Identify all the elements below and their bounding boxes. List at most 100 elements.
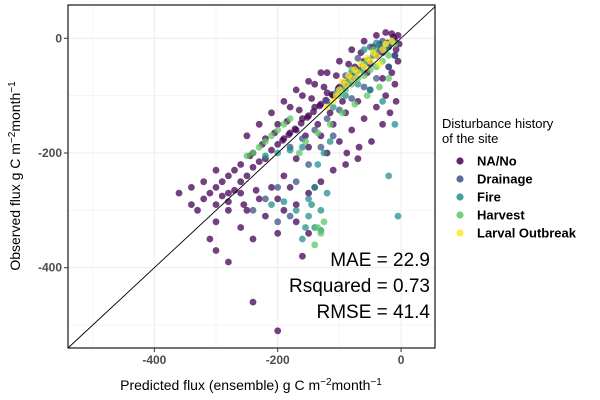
data-point bbox=[329, 166, 337, 174]
data-point bbox=[249, 149, 257, 157]
mae-annotation: MAE = 22.9 bbox=[330, 250, 430, 271]
data-point bbox=[291, 125, 299, 133]
data-point bbox=[212, 247, 220, 254]
data-point bbox=[379, 46, 386, 54]
data-point bbox=[351, 100, 359, 108]
data-point bbox=[292, 178, 300, 186]
data-point bbox=[308, 201, 315, 209]
data-point bbox=[379, 98, 386, 105]
data-point bbox=[369, 49, 377, 56]
data-point bbox=[212, 184, 220, 191]
data-point bbox=[188, 201, 195, 209]
data-point bbox=[305, 195, 312, 203]
data-point bbox=[376, 83, 383, 91]
data-point bbox=[285, 131, 293, 139]
data-point bbox=[345, 72, 352, 79]
data-point bbox=[286, 103, 294, 111]
data-point bbox=[385, 52, 393, 59]
data-point bbox=[336, 86, 343, 94]
data-point bbox=[297, 119, 305, 127]
data-point bbox=[317, 143, 325, 151]
data-point bbox=[305, 161, 312, 168]
data-point bbox=[194, 206, 201, 214]
data-point bbox=[345, 60, 352, 68]
data-point bbox=[314, 224, 322, 231]
data-point bbox=[274, 195, 282, 203]
data-point bbox=[382, 29, 390, 36]
data-point bbox=[311, 184, 319, 191]
data-point bbox=[305, 143, 312, 151]
x-tick-label: -400 bbox=[142, 353, 166, 367]
data-point bbox=[373, 75, 380, 82]
data-point bbox=[225, 189, 232, 197]
data-point bbox=[212, 218, 220, 226]
data-point bbox=[268, 201, 275, 209]
data-point bbox=[336, 57, 343, 65]
y-axis-title-sup1: −2 bbox=[7, 131, 18, 143]
data-point bbox=[302, 138, 309, 145]
data-point bbox=[385, 172, 393, 180]
data-point bbox=[311, 241, 319, 249]
data-point bbox=[391, 52, 399, 59]
data-point bbox=[314, 120, 322, 128]
data-point bbox=[339, 77, 346, 85]
data-point bbox=[286, 146, 294, 154]
data-point bbox=[379, 120, 386, 128]
x-axis-title-mid: month bbox=[332, 377, 371, 393]
data-point bbox=[320, 83, 328, 91]
data-point bbox=[386, 109, 394, 117]
data-point bbox=[279, 137, 286, 144]
data-point bbox=[354, 80, 362, 88]
data-point bbox=[360, 37, 368, 45]
data-point bbox=[292, 86, 300, 94]
data-point bbox=[262, 152, 269, 160]
data-point bbox=[292, 206, 300, 214]
data-point bbox=[237, 178, 245, 186]
data-point bbox=[295, 106, 303, 114]
data-point bbox=[274, 218, 282, 226]
data-point bbox=[292, 201, 300, 209]
data-point bbox=[255, 120, 263, 128]
data-point bbox=[243, 206, 251, 214]
data-point bbox=[382, 40, 390, 48]
y-tick-label: 0 bbox=[55, 31, 62, 45]
data-point bbox=[326, 109, 334, 117]
legend-label: Fire bbox=[477, 190, 501, 205]
data-point bbox=[237, 224, 245, 231]
data-point bbox=[237, 189, 245, 197]
data-point bbox=[348, 126, 356, 134]
reference-line-layer bbox=[67, 6, 436, 349]
data-point bbox=[268, 146, 275, 154]
data-point bbox=[237, 161, 245, 168]
data-point bbox=[274, 327, 282, 335]
data-point bbox=[354, 54, 362, 62]
data-point bbox=[249, 163, 257, 171]
data-point bbox=[274, 229, 282, 237]
data-point bbox=[305, 229, 312, 237]
legend-label: Larval Outbreak bbox=[477, 226, 577, 241]
data-point bbox=[360, 83, 368, 91]
data-point bbox=[320, 149, 328, 157]
data-point bbox=[243, 132, 251, 140]
data-point bbox=[249, 206, 257, 214]
data-point bbox=[360, 46, 368, 54]
data-point bbox=[360, 115, 368, 122]
legend-items: NA/No Drainage Fire Harvest Larval Outbreak bbox=[456, 154, 577, 241]
legend-title-line2: of the site bbox=[442, 131, 498, 146]
data-point bbox=[200, 178, 208, 186]
data-point bbox=[348, 46, 356, 54]
data-point bbox=[392, 98, 400, 105]
data-point bbox=[368, 138, 375, 145]
data-point bbox=[262, 212, 269, 220]
legend: Disturbance history of the site NA/No Dra… bbox=[442, 116, 577, 241]
data-point bbox=[262, 138, 269, 145]
data-point bbox=[303, 114, 311, 121]
legend-key bbox=[456, 211, 464, 219]
data-point bbox=[388, 69, 396, 77]
data-point bbox=[249, 298, 257, 306]
data-point bbox=[329, 132, 337, 140]
data-point bbox=[305, 77, 312, 85]
y-axis: 0 -200 -400 bbox=[38, 31, 68, 275]
y-axis-title: Observed flux g C m−2month−1 bbox=[7, 81, 23, 271]
data-point bbox=[342, 92, 349, 99]
